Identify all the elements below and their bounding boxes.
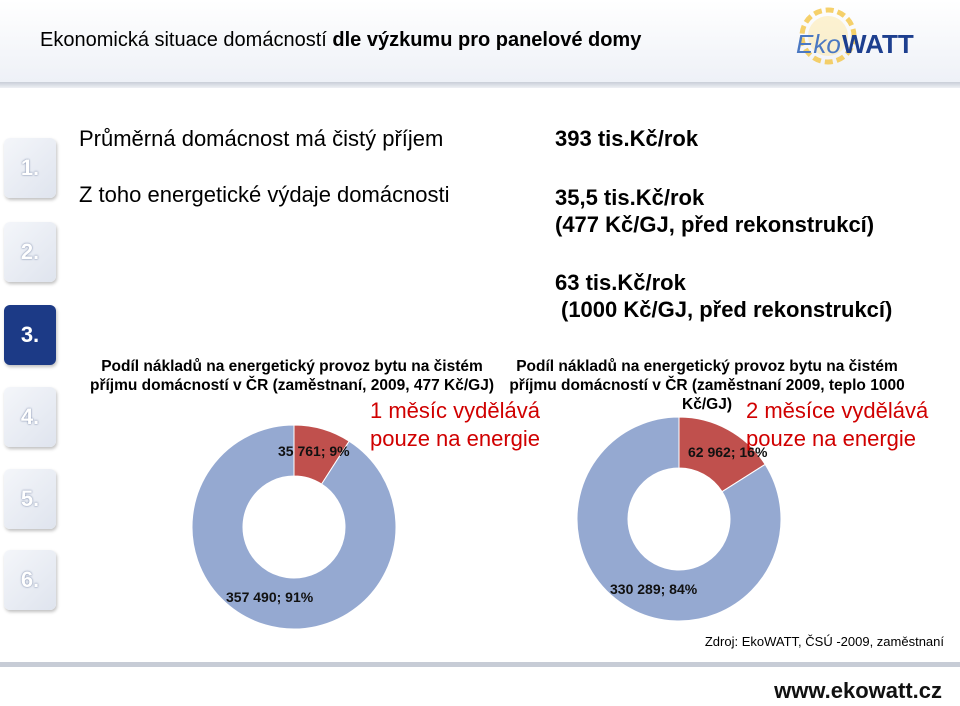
page-title-regular: Ekonomická situace domácností	[40, 29, 333, 51]
nav-item-label: 2.	[20, 239, 40, 264]
note-left: 1 měsíc vydělává pouze na energie	[370, 397, 540, 453]
header-divider	[0, 82, 960, 88]
note-right-line1: 2 měsíce vydělává	[746, 398, 929, 423]
chart-left-title-line1: Podíl nákladů na energetický provoz bytu…	[101, 358, 483, 375]
svg-text:Eko: Eko	[796, 29, 841, 59]
chart-right-title-line1: Podíl nákladů na energetický provoz bytu…	[516, 358, 898, 375]
chart-1-slice-2	[191, 424, 397, 630]
nav-item-1[interactable]: 1.	[4, 138, 56, 198]
note-right-line2: pouze na energie	[746, 426, 917, 451]
chart-left-title-line2: příjmu domácností v ČR (zaměstnaní, 2009…	[90, 377, 494, 394]
nav-item-label: 1.	[20, 155, 40, 180]
income-value: 393 tis.Kč/rok	[555, 126, 699, 151]
page-title-bold: dle výzkumu pro panelové domy	[332, 29, 642, 51]
chart-1-data-label-1: 35 761; 9%	[278, 443, 350, 459]
chart-1-data-label-2: 357 490; 91%	[226, 589, 314, 605]
nav-item-label: 5.	[20, 486, 40, 511]
source-bar: Zdroj: EkoWATT, ČSÚ -2009, zaměstnaní	[0, 631, 960, 653]
chart-2-slice-2	[576, 416, 782, 622]
source-text: Zdroj: EkoWATT, ČSÚ -2009, zaměstnaní	[704, 634, 944, 649]
energy-expense-alt-detail: (1000 Kč/GJ, před rekonstrukcí)	[561, 297, 893, 322]
chart-left-title: Podíl nákladů na energetický provoz bytu…	[84, 357, 500, 395]
ekowatt-logo: Eko WATT	[796, 7, 914, 65]
nav-item-label: 4.	[20, 404, 40, 429]
nav-item-label: 6.	[20, 567, 40, 592]
note-right: 2 měsíce vydělává pouze na energie	[746, 397, 928, 453]
chart-right-title-line3: Kč/GJ)	[682, 396, 732, 413]
chart-right-title: Podíl nákladů na energetický provoz bytu…	[508, 357, 906, 414]
energy-expense-value: 35,5 tis.Kč/rok	[555, 185, 705, 210]
svg-text:WATT: WATT	[842, 29, 914, 59]
energy-expense-alt-value: 63 tis.Kč/rok	[555, 270, 686, 295]
note-left-line2: pouze na energie	[370, 426, 541, 451]
nav-item-label: 3.	[20, 322, 40, 347]
note-left-line1: 1 měsíc vydělává	[370, 398, 540, 423]
page-title: Ekonomická situace domácností dle výzkum…	[40, 29, 641, 52]
chart-2-data-label-2: 330 289; 84%	[610, 581, 698, 597]
chart-2-data-label-1: 62 962; 16%	[688, 444, 768, 460]
nav-item-5[interactable]: 5.	[4, 469, 56, 529]
footer-url: www.ekowatt.cz	[774, 678, 942, 703]
nav-item-6[interactable]: 6.	[4, 550, 56, 610]
energy-expense-detail: (477 Kč/GJ, před rekonstrukcí)	[555, 212, 875, 237]
nav-item-3[interactable]: 3.	[4, 305, 56, 365]
chart-right-title-line2: příjmu domácností v ČR (zaměstnaní 2009,…	[509, 377, 905, 394]
income-label: Průměrná domácnost má čistý příjem	[79, 126, 444, 151]
footer-divider	[0, 662, 960, 667]
nav-item-4[interactable]: 4.	[4, 387, 56, 447]
nav-item-2[interactable]: 2.	[4, 222, 56, 282]
energy-expense-label: Z toho energetické výdaje domácnosti	[79, 182, 450, 207]
